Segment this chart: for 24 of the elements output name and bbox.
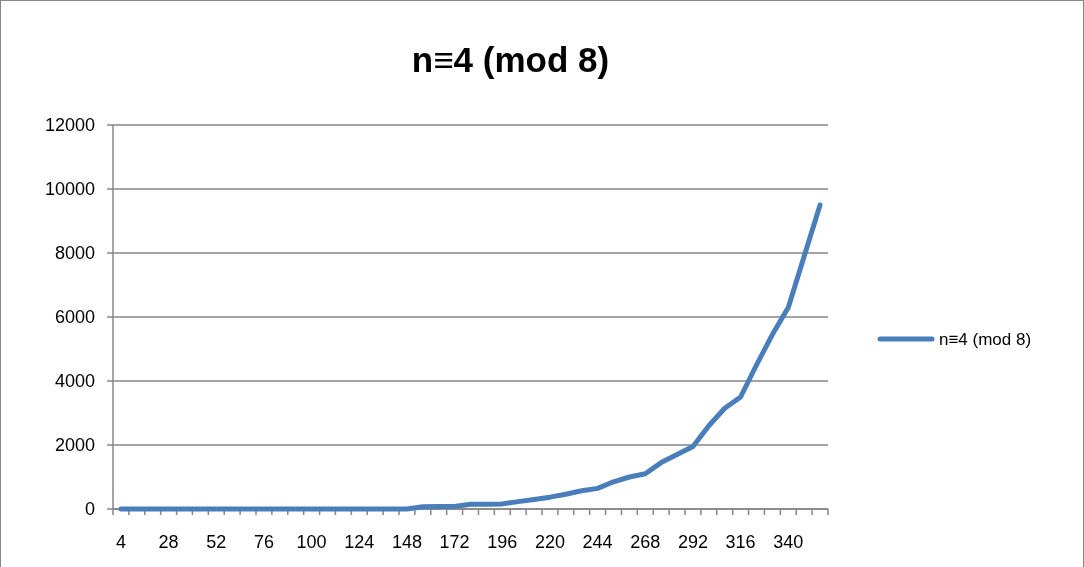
legend-label: n≡4 (mod 8) (939, 329, 1032, 349)
x-tick-label: 124 (344, 532, 375, 552)
x-tick-label: 292 (677, 532, 708, 552)
x-tick-label: 52 (206, 532, 227, 552)
chart-title: n≡4 (mod 8) (411, 40, 610, 79)
x-tick-label: 340 (773, 532, 804, 552)
x-tick-label: 244 (582, 532, 613, 552)
y-tick-label: 0 (84, 499, 95, 520)
y-tick-label: 8000 (54, 243, 95, 264)
y-tick-label: 2000 (54, 435, 95, 456)
x-tick-label: 220 (534, 532, 565, 552)
x-tick-label: 172 (439, 532, 470, 552)
x-tick-label: 268 (630, 532, 661, 552)
y-tick-label: 6000 (54, 307, 95, 328)
x-tick-label: 100 (296, 532, 327, 552)
x-tick-label: 4 (115, 532, 126, 552)
y-tick-label: 10000 (44, 179, 95, 200)
x-tick-label: 196 (487, 532, 518, 552)
x-tick-label: 148 (391, 532, 422, 552)
y-tick-label: 12000 (44, 115, 95, 136)
x-tick-label: 76 (253, 532, 274, 552)
x-tick-label: 316 (725, 532, 756, 552)
y-tick-label: 4000 (54, 371, 95, 392)
x-tick-label: 28 (158, 532, 179, 552)
